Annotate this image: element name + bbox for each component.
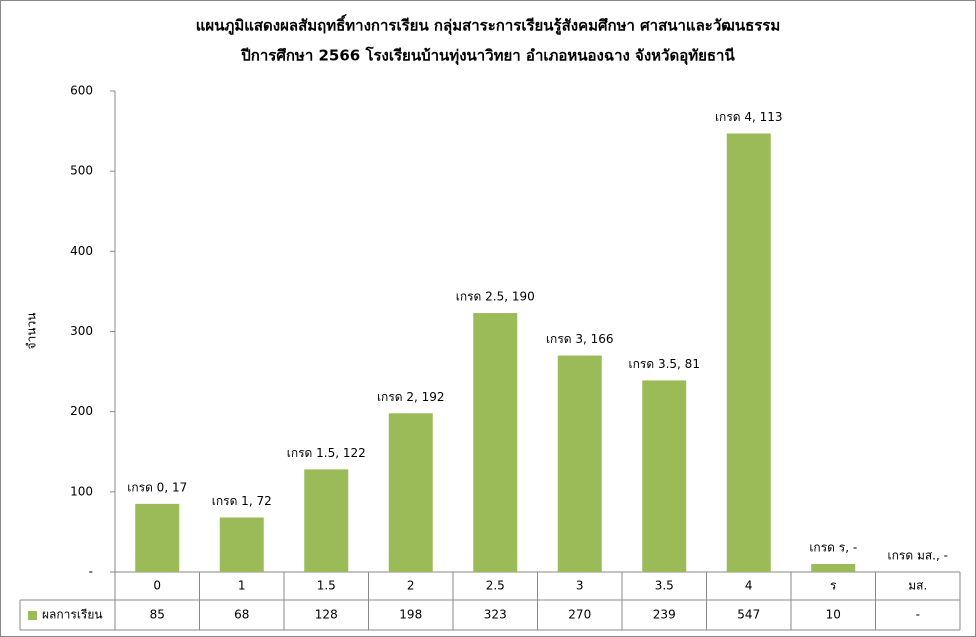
y-tick-label: 500: [70, 164, 93, 178]
annotation: เกรด 3.5, 81: [629, 357, 700, 371]
x-tick-label: 2: [407, 579, 415, 593]
x-tick-label: 3.5: [655, 579, 674, 593]
bar: [219, 517, 264, 572]
annotation: เกรด 3, 166: [546, 332, 614, 346]
bar: [388, 413, 433, 572]
y-axis-title: จำนวน: [25, 313, 39, 350]
table-value: 547: [737, 608, 760, 622]
annotation: เกรด 1, 72: [212, 494, 272, 508]
bar: [557, 355, 602, 572]
table-value: -: [916, 608, 920, 622]
x-tick-label: 4: [745, 579, 753, 593]
y-tick-label: -: [89, 565, 93, 579]
legend-swatch: [28, 611, 37, 620]
bar: [135, 503, 180, 572]
bar: [811, 563, 856, 572]
y-tick-label: 300: [70, 324, 93, 338]
table-value: 85: [150, 608, 165, 622]
chart-subtitle: ปีการศึกษา 2566 โรงเรียนบ้านทุ่งนาวิทยา …: [240, 46, 735, 66]
annotation: เกรด 4, 113: [715, 110, 783, 124]
bar: [726, 133, 771, 572]
annotation: เกรด มส., -: [888, 549, 948, 563]
table-value: 323: [484, 608, 507, 622]
y-tick-label: 200: [70, 404, 93, 418]
chart-title: แผนภูมิแสดงผลสัมฤทธิ์ทางการเรียน กลุ่มสา…: [196, 14, 780, 36]
annotation: เกรด 2, 192: [377, 390, 445, 404]
x-tick-label: 3: [576, 579, 584, 593]
bar: [473, 313, 518, 572]
table-value: 239: [653, 608, 676, 622]
y-tick-label: 400: [70, 244, 93, 258]
annotation: เกรด 0, 17: [127, 480, 187, 494]
annotation: เกรด 1.5, 122: [287, 446, 366, 460]
x-tick-label: 2.5: [486, 579, 505, 593]
y-tick-label: 100: [70, 484, 93, 498]
x-tick-label: ร: [830, 579, 837, 593]
y-tick-label: 600: [70, 84, 93, 98]
bar: [304, 469, 349, 572]
table-value: 198: [399, 608, 422, 622]
x-tick-label: 0: [153, 579, 161, 593]
annotation: เกรด 2.5, 190: [456, 290, 535, 304]
bar: [642, 380, 687, 572]
x-tick-label: 1: [238, 579, 246, 593]
table-value: 10: [826, 608, 841, 622]
legend-label: ผลการเรียน: [42, 608, 103, 622]
x-tick-label: มส.: [908, 579, 927, 593]
x-tick-label: 1.5: [317, 579, 336, 593]
table-value: 270: [568, 608, 591, 622]
annotation: เกรด ร, -: [809, 540, 857, 554]
table-value: 128: [315, 608, 338, 622]
table-value: 68: [234, 608, 249, 622]
